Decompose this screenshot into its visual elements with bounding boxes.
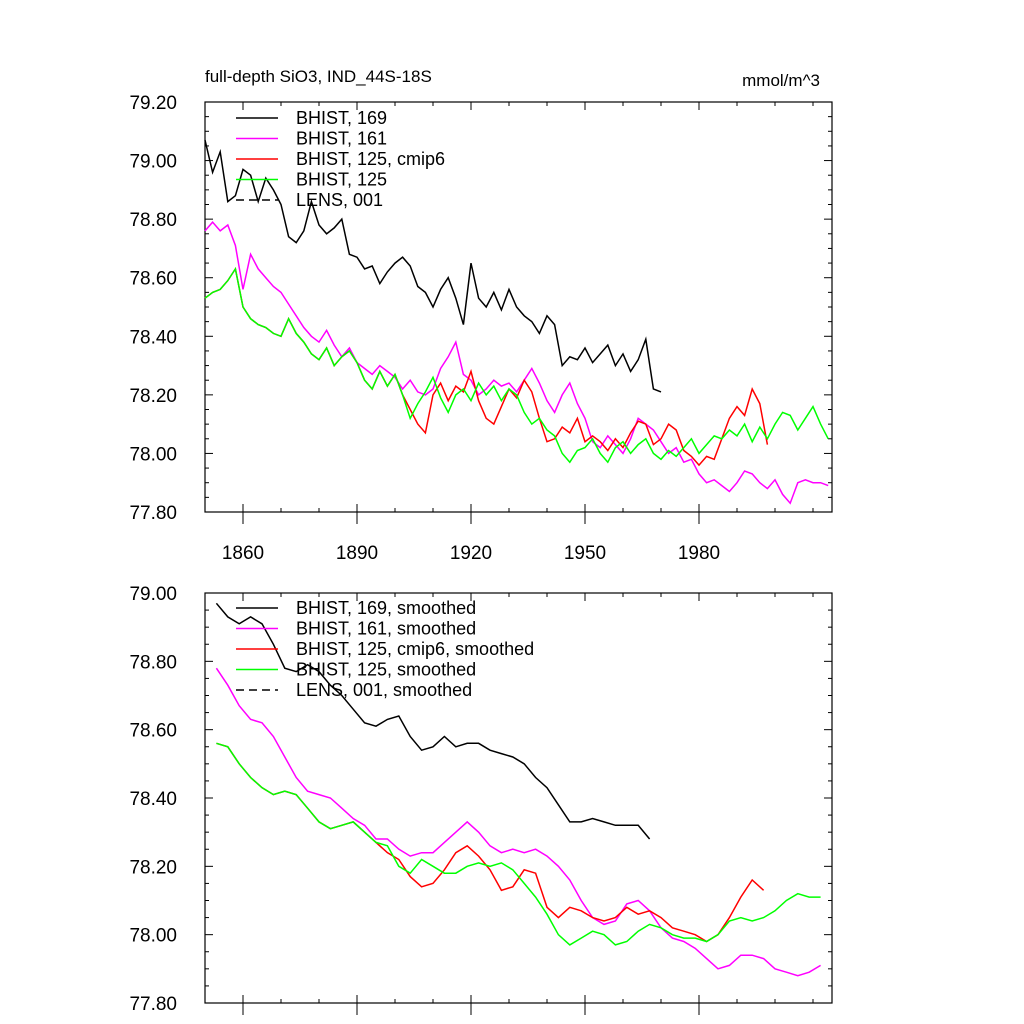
y-tick-label: 78.40	[129, 327, 177, 348]
y-tick-label: 78.60	[129, 269, 177, 290]
y-tick-label: 79.00	[129, 152, 177, 173]
y-tick-label: 78.00	[129, 926, 177, 947]
y-tick-label: 78.40	[129, 789, 177, 810]
x-tick-label: 1860	[222, 543, 264, 564]
legend-label: BHIST, 161, smoothed	[296, 619, 476, 639]
series-line-4	[216, 742, 821, 946]
legend-label: BHIST, 169, smoothed	[296, 598, 476, 618]
x-tick-label: 1950	[564, 543, 606, 564]
figure-title: full-depth SiO3, IND_44S-18S	[205, 67, 432, 86]
legend-label: BHIST, 169	[296, 108, 387, 128]
series-line-1	[204, 139, 662, 393]
x-tick-label: 1980	[678, 543, 720, 564]
y-tick-label: 78.20	[129, 857, 177, 878]
legend-label: BHIST, 125, smoothed	[296, 660, 476, 680]
y-tick-label: 77.80	[129, 503, 177, 524]
panel-2: 77.80 78.00 78.20 78.40 78.60 78.80 79.00 BHIST…	[129, 584, 833, 1015]
y-tick-label: 78.20	[129, 386, 177, 407]
series-line-2	[215, 667, 821, 977]
x-tick-label: 1890	[336, 543, 378, 564]
series-line-4	[204, 266, 829, 464]
legend-label: LENS, 001	[296, 190, 383, 210]
units-label: mmol/m^3	[742, 71, 820, 90]
y-tick-label: 78.00	[129, 444, 177, 465]
legend-label: BHIST, 125, cmip6, smoothed	[296, 639, 534, 659]
legend-label: LENS, 001, smoothed	[296, 680, 472, 700]
y-tick-label: 79.00	[129, 584, 177, 605]
legend-label: BHIST, 125	[296, 170, 387, 190]
legend-label: BHIST, 161	[296, 129, 387, 149]
chart-panels: 77.80 78.00 78.20 78.40 78.60 78.80 79.00 79.20…	[129, 93, 833, 1015]
y-tick-label: 78.80	[129, 652, 177, 673]
y-tick-label: 78.80	[129, 210, 177, 231]
y-tick-label: 77.80	[129, 994, 177, 1015]
series-line-2	[204, 220, 829, 505]
series-line-3	[204, 266, 769, 467]
panel-1: 77.80 78.00 78.20 78.40 78.60 78.80 79.00 79.20…	[129, 93, 833, 564]
x-tick-label: 1920	[450, 543, 492, 564]
y-tick-label: 79.20	[129, 93, 177, 114]
series-line-1	[215, 602, 651, 840]
legend-label: BHIST, 125, cmip6	[296, 149, 445, 169]
y-tick-label: 78.60	[129, 721, 177, 742]
series-line-3	[216, 742, 765, 943]
